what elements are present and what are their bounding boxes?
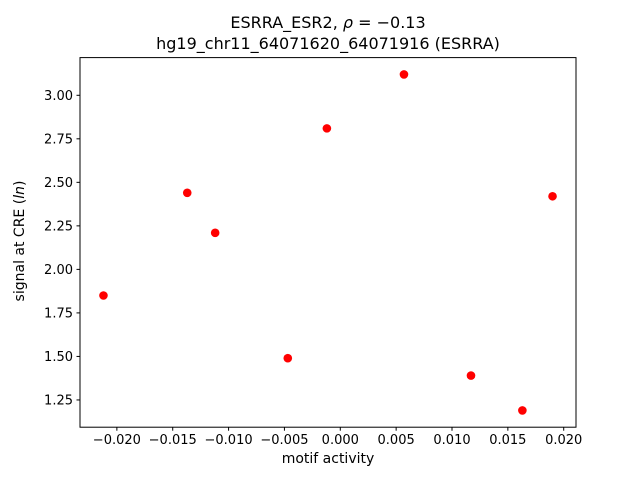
x-tick-label: −0.020 (93, 433, 141, 448)
data-point (322, 124, 332, 133)
y-tick-label: 1.25 (44, 393, 73, 408)
data-point (466, 371, 476, 380)
x-axis-label: motif activity (281, 451, 375, 467)
x-tick-label: 0.005 (378, 433, 415, 448)
y-tick-label: 2.25 (44, 219, 73, 234)
axes-box (79, 57, 577, 428)
title-prefix: ESRRA_ESR2, (230, 13, 343, 32)
ylabel-italic: ln (12, 186, 28, 199)
x-tick-label: −0.015 (149, 433, 197, 448)
data-point (283, 353, 293, 363)
y-tick-label: 2.00 (44, 263, 73, 278)
data-point (182, 188, 192, 198)
data-point (99, 291, 108, 300)
y-tick-label: 1.75 (44, 306, 73, 321)
y-axis-label: signal at CRE (ln) (12, 141, 28, 341)
x-tick-label: 0.020 (545, 433, 582, 448)
x-tick-label: 0.015 (489, 433, 526, 448)
data-point (518, 406, 527, 415)
data-point (399, 70, 409, 79)
chart-title-line2: hg19_chr11_64071620_64071916 (ESRRA) (156, 34, 500, 53)
ylabel-prefix: signal at CRE ( (12, 198, 28, 302)
y-tick-label: 1.50 (44, 350, 73, 365)
data-point (210, 228, 220, 238)
x-tick-label: −0.005 (260, 433, 308, 448)
title-rho-symbol: ρ (342, 13, 354, 32)
y-tick-label: 3.00 (44, 89, 73, 104)
ylabel-suffix: ) (12, 180, 28, 187)
data-point (548, 191, 557, 201)
title-rho-value: = −0.13 (353, 13, 426, 32)
y-tick-label: 2.50 (44, 176, 73, 191)
chart-title: ESRRA_ESR2, ρ = −0.13 hg19_chr11_6407162… (80, 12, 576, 54)
chart-title-line1: ESRRA_ESR2, ρ = −0.13 (80, 12, 576, 33)
y-tick-label: 2.75 (44, 132, 73, 147)
x-tick-label: −0.010 (205, 433, 253, 448)
x-tick-label: 0.000 (322, 433, 359, 448)
x-tick-label: 0.010 (433, 433, 470, 448)
